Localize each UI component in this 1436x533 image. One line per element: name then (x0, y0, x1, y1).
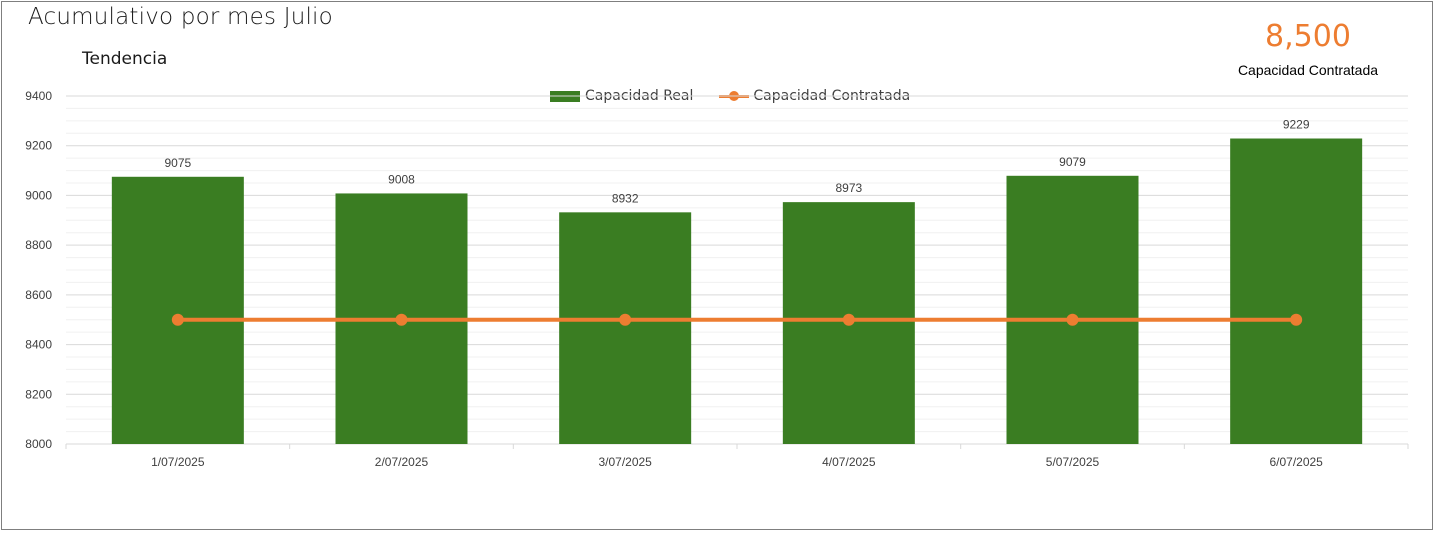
line-point (842, 313, 855, 326)
data-label: 9229 (1283, 118, 1310, 132)
y-tick-label: 8800 (25, 238, 52, 252)
x-tick-label: 4/07/2025 (822, 455, 876, 469)
bar (1006, 175, 1139, 444)
page-title: Acumulativo por mes Julio (28, 4, 333, 30)
line-point (395, 313, 408, 326)
y-tick-label: 9200 (25, 139, 52, 153)
y-tick-label: 9400 (25, 89, 52, 103)
x-tick-label: 2/07/2025 (375, 455, 429, 469)
data-label: 8932 (612, 191, 639, 205)
y-tick-label: 8000 (25, 437, 52, 451)
kpi-label: Capacidad Contratada (1237, 62, 1379, 78)
y-tick-label: 9000 (25, 188, 52, 202)
bar (559, 212, 692, 444)
line-point (619, 313, 632, 326)
y-tick-label: 8400 (25, 338, 52, 352)
line-point (1066, 313, 1079, 326)
bar (1230, 138, 1363, 444)
data-label: 9075 (164, 156, 191, 170)
x-tick-label: 6/07/2025 (1269, 455, 1323, 469)
x-tick-label: 3/07/2025 (598, 455, 652, 469)
y-tick-label: 8600 (25, 288, 52, 302)
y-tick-label: 8200 (25, 387, 52, 401)
chart-subtitle: Tendencia (82, 49, 168, 69)
line-point (1290, 313, 1303, 326)
x-tick-label: 1/07/2025 (151, 455, 205, 469)
x-tick-label: 5/07/2025 (1046, 455, 1100, 469)
data-label: 8973 (835, 181, 862, 195)
data-label: 9008 (388, 172, 415, 186)
line-point (171, 313, 184, 326)
data-label: 9079 (1059, 155, 1086, 169)
bar (111, 176, 244, 445)
kpi-value: 8,500 (1265, 19, 1351, 54)
